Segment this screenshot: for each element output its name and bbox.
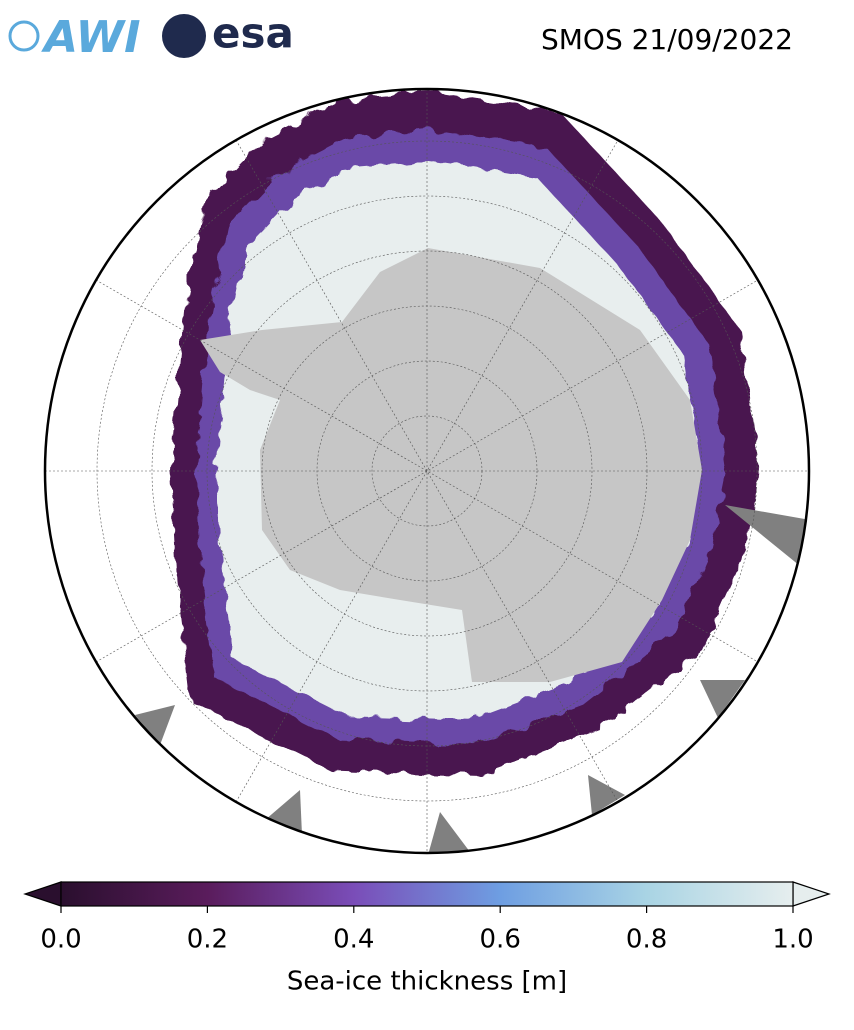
title: SMOS 21/09/2022 [541,23,793,56]
colorbar-extend-low [23,881,62,907]
colorbar: 0.0 0.2 0.4 0.6 0.8 1.0 [23,881,831,955]
map-border [43,87,811,855]
colorbar-label: Sea-ice thickness [m] [287,967,567,997]
tick-label: 0.2 [187,925,228,955]
awi-logo-text: AWI [41,12,141,63]
tick-label: 0.6 [480,925,521,955]
awi-logo: AWI [8,12,141,63]
tick-label: 0.0 [40,925,81,955]
colorbar-body [60,881,794,907]
map [45,89,809,853]
tick-label: 0.8 [626,925,667,955]
esa-logo: esa [162,9,294,58]
esa-logo-text: esa [212,9,294,58]
tick-label: 1.0 [772,925,813,955]
tick-label: 0.4 [333,925,374,955]
colorbar-extend-high [792,881,831,907]
